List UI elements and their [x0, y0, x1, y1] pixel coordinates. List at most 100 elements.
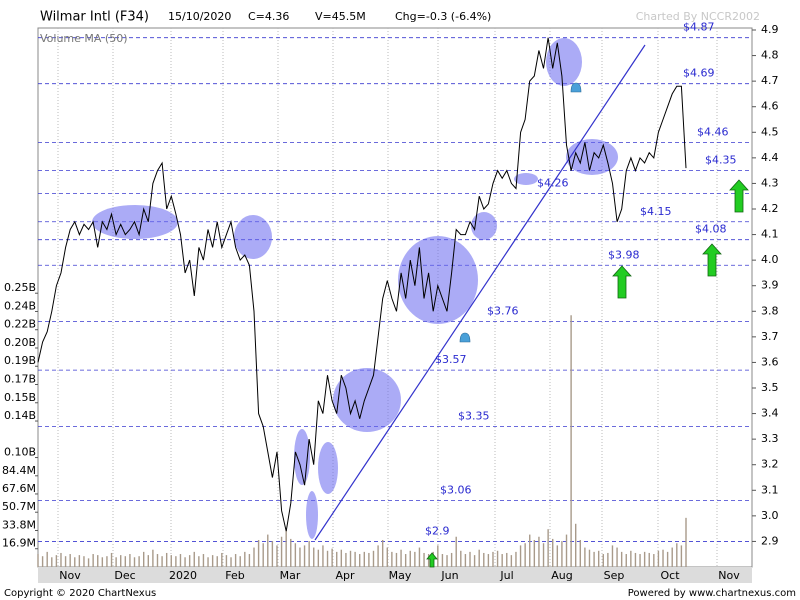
- close: C=4.36: [248, 10, 289, 23]
- volume-bar: [101, 557, 104, 567]
- arrow: [426, 552, 438, 568]
- volume-bar: [179, 554, 182, 567]
- volume-bar: [395, 552, 398, 567]
- volume-bar: [165, 552, 168, 567]
- volume-bar: [37, 554, 39, 567]
- price-line: [37, 37, 687, 532]
- volume-bar: [634, 552, 637, 567]
- volume-bar: [441, 554, 444, 567]
- y-tick-label: 4.1: [761, 228, 779, 241]
- volume-bar: [506, 552, 508, 567]
- volume-bar: [211, 555, 214, 567]
- trend-line: [314, 44, 646, 541]
- y-tick-label: 3.6: [761, 355, 779, 368]
- y2-tick-label: 0.14B: [4, 409, 36, 422]
- volume-bar: [216, 556, 218, 567]
- volume-bar: [584, 547, 586, 567]
- volume-bar: [680, 545, 683, 567]
- volume-bar: [510, 555, 513, 567]
- volume-bar: [676, 543, 678, 567]
- volume-bar: [460, 550, 462, 567]
- volume-bar: [280, 536, 283, 567]
- volume-bar: [331, 548, 333, 567]
- volume-bar: [253, 547, 255, 567]
- volume-ma-label: Volume MA (50): [40, 32, 128, 45]
- volume-bar: [248, 554, 251, 567]
- y2-tick-label: 0.15B: [4, 391, 36, 404]
- y2-tick-label: 0.25B: [4, 281, 36, 294]
- volume-bar: [620, 551, 623, 567]
- volume-bar: [60, 552, 62, 567]
- foreground-layer: Nov Dec 2020 Feb Mar Apr May Jun Jul Aug Sep Oct Nov…: [2, 21, 778, 582]
- level-label: $3.57: [435, 353, 467, 366]
- level-label: $4.46: [697, 126, 729, 139]
- volume-bar: [400, 549, 402, 567]
- y2-tick-label: 0.22B: [4, 318, 36, 331]
- volume-bar: [317, 549, 320, 567]
- y-tick-label: 4.0: [761, 253, 779, 266]
- volume-bar: [455, 536, 457, 567]
- stock-title: Wilmar Intl (F34): [40, 10, 149, 25]
- volume-bar: [244, 551, 246, 567]
- volume: V=45.5M: [315, 10, 366, 23]
- level-label: $3.35: [458, 409, 490, 422]
- volume-bar: [257, 539, 260, 567]
- x-tick-label: Aug: [551, 569, 572, 582]
- volume-bar: [161, 556, 163, 567]
- x-tick-label: Nov: [59, 569, 81, 582]
- x-tick-label: Oct: [660, 569, 680, 582]
- volume-bar: [336, 551, 338, 567]
- volume-bar: [381, 539, 384, 567]
- volume-bar: [501, 554, 503, 567]
- volume-bar: [299, 547, 301, 567]
- volume-bar: [87, 558, 90, 567]
- volume-bar: [538, 536, 540, 567]
- ellipse: [234, 215, 272, 259]
- volume-bar: [234, 554, 237, 567]
- arrow: [702, 243, 722, 277]
- ellipse: [318, 442, 338, 494]
- volume-bar: [597, 550, 600, 567]
- volume-bar: [230, 557, 232, 567]
- y-tick-label: 3.8: [761, 304, 779, 317]
- volume-bar: [221, 552, 223, 567]
- y2-tick-label: 0.20B: [4, 336, 36, 349]
- volume-bar: [110, 552, 113, 567]
- y-tick-label: 3.9: [761, 279, 779, 292]
- level-label: $3.98: [608, 248, 640, 261]
- y-tick-label: 3.2: [761, 458, 779, 471]
- volume-bar: [464, 554, 467, 567]
- volume-bar: [363, 551, 365, 567]
- volume-bar: [55, 555, 58, 567]
- volume-bar: [607, 552, 609, 567]
- volume-bar: [529, 534, 531, 567]
- volume-bar: [41, 556, 44, 567]
- volume-bar: [198, 556, 200, 567]
- volume-bar: [184, 557, 186, 567]
- ellipse: [546, 38, 582, 86]
- level-label: $4.35: [705, 154, 737, 167]
- volume-bar: [225, 555, 228, 567]
- volume-bar: [64, 556, 67, 567]
- plot-area: [37, 27, 753, 568]
- volume-bar: [156, 554, 159, 567]
- level-label: $3.76: [487, 305, 519, 318]
- arrow: [612, 265, 632, 299]
- volume-bar: [565, 534, 568, 567]
- y-tick-label: 4.2: [761, 202, 779, 215]
- y2-tick-label: 67.6M: [2, 482, 36, 495]
- y-tick-label: 3.4: [761, 407, 779, 420]
- volume-bar: [207, 557, 209, 567]
- y-tick-label: 2.9: [761, 534, 779, 547]
- volume-bar: [496, 550, 499, 567]
- volume-bar: [239, 556, 241, 567]
- y-tick-label: 3.7: [761, 330, 779, 343]
- volume-bar: [92, 554, 94, 567]
- ellipse: [471, 212, 497, 240]
- volume-bar: [542, 543, 545, 567]
- volume-bar: [303, 545, 306, 567]
- volume-bar: [267, 534, 269, 567]
- volume-bar: [124, 556, 127, 567]
- volume-bar: [666, 551, 669, 567]
